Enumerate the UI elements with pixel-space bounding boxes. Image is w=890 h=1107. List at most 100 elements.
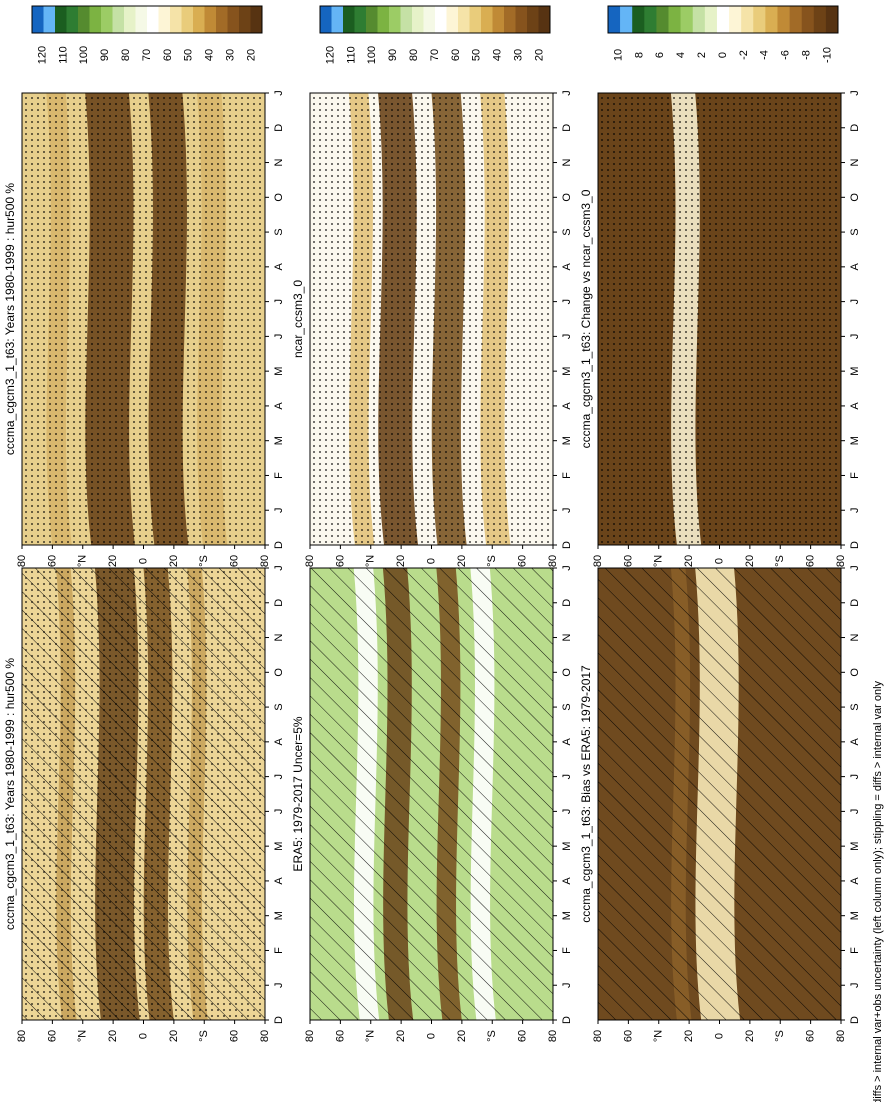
colorbar-swatch [515, 6, 528, 33]
month-tick-label: A [273, 402, 285, 410]
lat-tick-label: 0 [137, 1033, 149, 1039]
month-tick-label: F [273, 947, 285, 954]
colorbar-swatch [458, 6, 470, 33]
month-tick-label: A [849, 738, 861, 746]
month-tick-label: M [561, 911, 573, 920]
lat-tick-label: °S [774, 555, 786, 567]
colorbar-swatch [170, 6, 182, 33]
lat-tick-label: 80 [835, 555, 847, 567]
colorbar-swatch [813, 6, 827, 33]
colorbar-swatch [668, 6, 681, 33]
colorbar-label: 120 [324, 46, 336, 64]
panel-bands [22, 93, 265, 545]
lat-tick-label: 20 [395, 555, 407, 567]
month-tick-label: A [273, 263, 285, 271]
month-tick-label: N [561, 159, 573, 167]
colorbar-swatch [753, 6, 766, 33]
month-tick-label: J [849, 507, 861, 513]
month-tick-label: J [273, 809, 285, 815]
colorbar-label: 4 [675, 52, 687, 58]
lat-tick-label: 60 [517, 1030, 529, 1042]
lat-tick-label: 60 [46, 1030, 58, 1042]
colorbar-label: 110 [57, 46, 69, 64]
lat-tick-label: 60 [229, 555, 241, 567]
lat-tick-label: °S [198, 1030, 210, 1042]
month-tick-label: F [849, 947, 861, 954]
month-tick-label: D [561, 1016, 573, 1024]
panel-bands [310, 568, 553, 1020]
colorbar-swatch [32, 6, 44, 33]
colorbar-label: 80 [408, 49, 420, 61]
colorbar-swatch [765, 6, 778, 33]
colorbar-swatch [704, 6, 718, 33]
lat-tick-label: 60 [517, 555, 529, 567]
colorbar-label: 100 [78, 46, 90, 64]
month-tick-label: M [273, 911, 285, 920]
month-tick-label: M [849, 911, 861, 920]
lat-tick-label: 60 [334, 1030, 346, 1042]
panel-title: ERA5: 1979-2017 Uncer=5% [291, 716, 305, 871]
colorbar-swatch [112, 6, 125, 33]
colorbar-swatch [227, 6, 240, 33]
colorbar-p4: 120 110 100 90 80 70 60 50 40 30 20 [319, 5, 551, 64]
month-tick-label: D [561, 599, 573, 607]
colorbar-swatch [729, 6, 742, 33]
month-tick-label: D [849, 1016, 861, 1024]
colorbar-swatch [481, 6, 493, 33]
colorbar-label: 80 [120, 49, 132, 61]
month-tick-label: N [273, 634, 285, 642]
colorbar-label: 110 [345, 46, 357, 64]
colorbar-swatch [216, 6, 228, 33]
lat-tick-label: 80 [835, 1030, 847, 1042]
lat-tick-label: 20 [168, 1030, 180, 1042]
colorbar-swatch [331, 6, 344, 33]
colorbar-label: 20 [245, 49, 257, 61]
month-tick-label: J [273, 982, 285, 988]
colorbar-swatch [656, 6, 669, 33]
colorbar-label: 90 [387, 49, 399, 61]
colorbar-frame [607, 5, 839, 34]
colorbar-swatch [446, 6, 459, 33]
panel-title: ncar_ccsm3_0 [291, 280, 305, 358]
lat-tick-label: °N [77, 1030, 89, 1042]
month-tick-label: J [561, 809, 573, 815]
lat-tick-label: °N [77, 555, 89, 567]
colorbar-label: 120 [36, 46, 48, 64]
colorbar-label: 40 [492, 49, 504, 61]
lat-tick-label: 80 [547, 1030, 559, 1042]
month-tick-label: O [561, 668, 573, 677]
colorbar-frame [319, 5, 551, 34]
month-tick-label: N [561, 634, 573, 642]
month-tick-label: D [561, 541, 573, 549]
lat-tick-label: 80 [547, 555, 559, 567]
month-tick-label: D [561, 124, 573, 132]
colorbar-swatch [538, 6, 551, 33]
colorbar-swatch [801, 6, 815, 33]
lat-tick-label: 20 [168, 555, 180, 567]
lat-tick-label: °S [486, 555, 498, 567]
month-tick-label: S [273, 703, 285, 710]
colorbar-swatch [608, 6, 621, 33]
lat-tick-label: °N [365, 555, 377, 567]
colorbar-swatch [343, 6, 355, 33]
colorbar-label: 0 [717, 52, 729, 58]
lat-tick-label: 60 [622, 1030, 634, 1042]
colorbar-label: 6 [654, 52, 666, 58]
lat-tick-label: 80 [592, 1030, 604, 1042]
colorbar-swatch [692, 6, 706, 33]
month-tick-label: J [561, 90, 573, 96]
month-tick-label: J [849, 774, 861, 780]
lat-tick-label: 80 [304, 1030, 316, 1042]
colorbar-swatch [716, 6, 730, 33]
lat-tick-label: 80 [259, 555, 271, 567]
colorbar-p2: 120 110 100 90 80 70 60 50 40 30 20 [31, 5, 263, 64]
colorbar-swatch [66, 6, 79, 33]
month-tick-label: S [849, 228, 861, 235]
month-tick-label: O [849, 668, 861, 677]
month-tick-label: M [561, 367, 573, 376]
panel-p4: D J F M A M J J A S O N D J 80 60 °N 20 0 20 °S 60 80 ncar_ccsm… [291, 5, 573, 567]
colorbar-swatch [632, 6, 645, 33]
